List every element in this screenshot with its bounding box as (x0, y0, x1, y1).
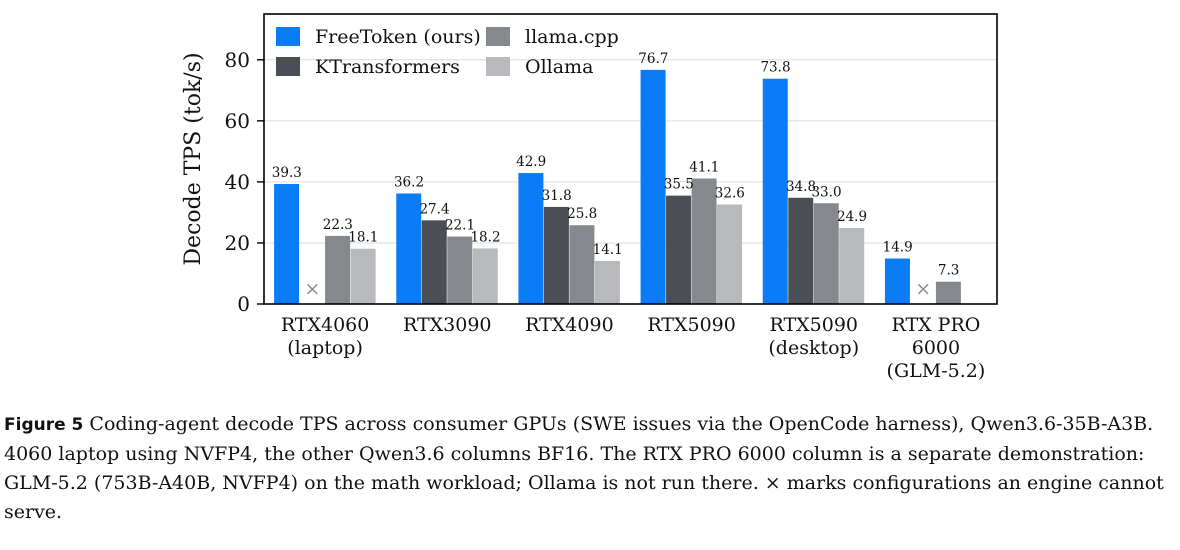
y-tick-label-80: 80 (225, 48, 250, 72)
legend-swatch-3 (486, 57, 510, 76)
value-label: 39.3 (272, 165, 302, 181)
unsupported-marker: × (304, 278, 320, 300)
value-label: 14.1 (593, 242, 623, 258)
value-label: 73.8 (760, 60, 790, 76)
y-tick-label-60: 60 (225, 109, 250, 133)
decode-tps-bar-chart: 39.3 36.2 42.9 76.7 73.8 14.9 27.4 31.8 35.5 34.8… (181, 13, 998, 382)
y-tick-label-40: 40 (225, 170, 250, 194)
value-label: 7.3 (938, 263, 959, 279)
x-tick-label-3: RTX5090 (647, 314, 736, 336)
value-label: 76.7 (638, 51, 668, 67)
value-label: 25.8 (567, 206, 597, 222)
legend-swatch-2 (486, 27, 510, 46)
value-labels: 39.3 36.2 42.9 76.7 73.8 14.9 27.4 31.8 35.5 34.8… (272, 51, 960, 300)
bar-ktransformers-2 (543, 206, 569, 304)
value-label: 27.4 (419, 201, 449, 217)
legend-label-0: FreeToken (ours) (315, 26, 481, 48)
x-tick-label-1: RTX3090 (403, 314, 492, 336)
figure-caption-text: Coding-agent decode TPS across consumer … (4, 413, 1164, 523)
bar-freetoken-ours--5 (884, 258, 910, 304)
value-label: 36.2 (394, 174, 424, 190)
x-tick-label-2: RTX4090 (525, 314, 614, 336)
bar-llama-cpp-5 (935, 281, 961, 304)
y-tick-label-0: 0 (237, 292, 250, 316)
bar-llama-cpp-4 (813, 203, 839, 304)
x-tick-label-line: RTX4090 (525, 314, 614, 336)
bar-llama-cpp-0 (325, 235, 351, 304)
value-label: 35.5 (664, 177, 694, 193)
x-tick-label-5: RTX PRO 6000 (GLM-5.2) (887, 314, 986, 382)
bar-freetoken-ours--0 (274, 184, 300, 304)
legend-swatch-1 (276, 57, 300, 76)
x-tick-label-line: RTX4060 (281, 314, 370, 336)
legend: FreeToken (ours) KTransformers llama.cpp Ol… (276, 26, 619, 78)
y-axis-label: Decode TPS (tok/s) (181, 52, 206, 265)
value-label: 22.3 (323, 217, 353, 233)
value-label: 31.8 (542, 188, 572, 204)
bar-llama-cpp-3 (691, 178, 717, 304)
bar-freetoken-ours--1 (396, 193, 422, 304)
bar-ollama-4 (839, 227, 865, 304)
figure-label: Figure 5 (4, 415, 84, 435)
bar-ktransformers-3 (666, 195, 692, 304)
bar-ollama-1 (472, 248, 498, 304)
legend-label-1: KTransformers (315, 56, 460, 78)
x-tick-label-line: 6000 (912, 337, 960, 359)
figure-caption: Figure 5 Coding-agent decode TPS across … (4, 410, 1176, 527)
legend-label-2: llama.cpp (525, 26, 619, 48)
x-tick-label-line: RTX3090 (403, 314, 492, 336)
bar-ktransformers-1 (421, 220, 447, 304)
x-tick-label-4: RTX5090 (desktop) (768, 314, 859, 359)
bar-llama-cpp-1 (447, 236, 473, 304)
value-label: 33.0 (811, 184, 841, 200)
x-tick-label-line: RTX5090 (769, 314, 858, 336)
value-label: 34.8 (786, 179, 816, 195)
legend-label-3: Ollama (525, 56, 593, 78)
value-label: 24.9 (837, 209, 867, 225)
x-tick-label-line: (GLM-5.2) (887, 360, 986, 382)
bar-ktransformers-4 (788, 197, 814, 304)
y-tick-label-20: 20 (225, 231, 250, 255)
legend-swatch-0 (276, 27, 300, 46)
value-label: 22.1 (445, 218, 475, 234)
x-tick-label-line: RTX5090 (647, 314, 736, 336)
bar-llama-cpp-2 (569, 225, 595, 304)
bar-freetoken-ours--2 (518, 173, 544, 304)
x-tick-label-line: RTX PRO (891, 314, 980, 336)
x-tick-label-line: (desktop) (768, 337, 859, 359)
value-label: 41.1 (689, 160, 719, 176)
x-tick-label-0: RTX4060 (laptop) (281, 314, 370, 359)
bar-freetoken-ours--4 (762, 78, 788, 304)
value-label: 42.9 (516, 154, 546, 170)
plot-frame (263, 13, 998, 305)
bar-freetoken-ours--3 (640, 69, 666, 304)
value-label: 14.9 (883, 240, 913, 256)
value-label: 18.2 (470, 229, 500, 245)
x-tick-label-line: (laptop) (287, 337, 363, 359)
unsupported-marker: × (915, 278, 931, 300)
bar-ollama-2 (594, 260, 620, 304)
gridlines (264, 59, 997, 244)
bar-ollama-0 (350, 248, 376, 304)
bar-ollama-3 (717, 204, 743, 304)
value-label: 18.1 (348, 230, 378, 246)
value-label: 32.6 (715, 185, 745, 201)
axes: 0 20 40 60 80 RTX4060 (laptop) RTX3090 RTX4090 RT… (225, 48, 986, 382)
bars (274, 69, 961, 304)
